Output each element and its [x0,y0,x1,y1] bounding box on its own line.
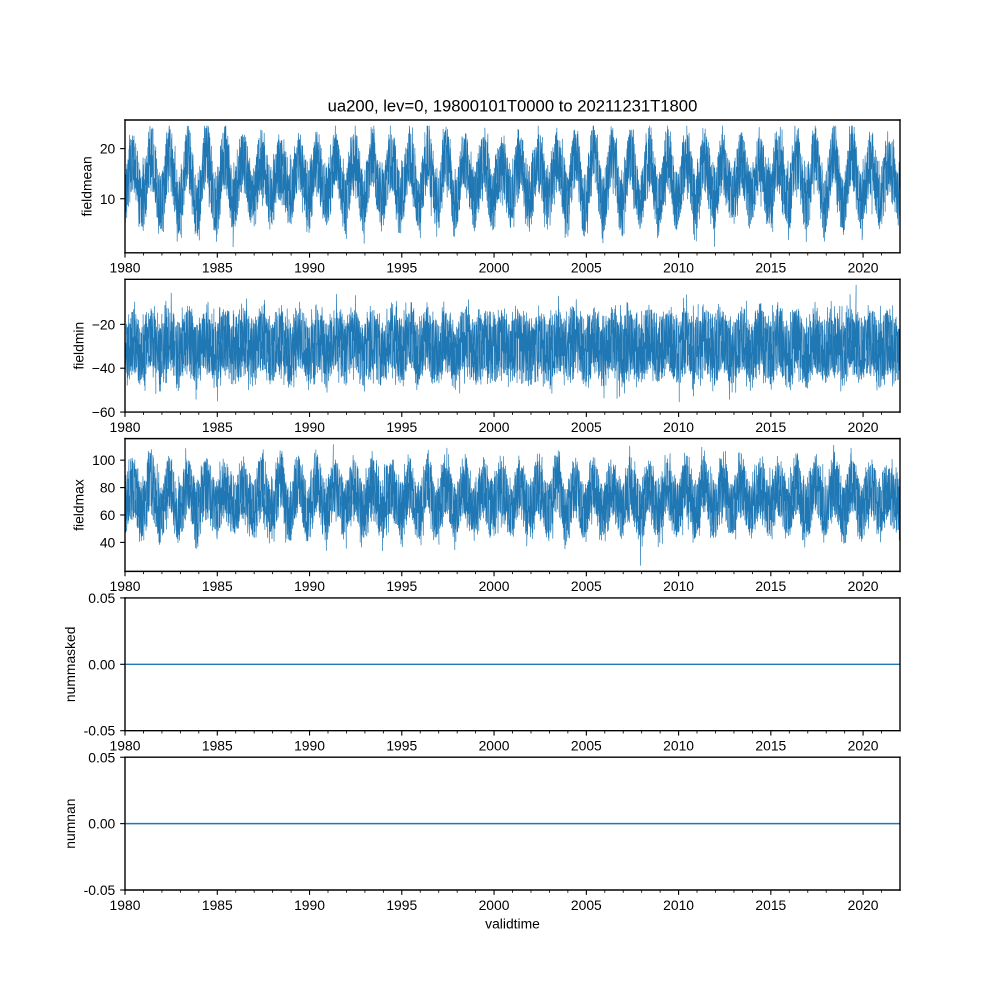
svg-text:20: 20 [100,141,116,157]
svg-text:fieldmax: fieldmax [71,479,87,531]
svg-text:2010: 2010 [663,578,694,594]
svg-text:1985: 1985 [202,419,233,435]
svg-text:40: 40 [100,534,116,550]
svg-text:100: 100 [92,452,115,468]
svg-text:−20: −20 [92,316,116,332]
svg-text:2005: 2005 [571,260,602,276]
svg-text:2020: 2020 [848,578,879,594]
svg-text:2000: 2000 [479,897,510,913]
svg-text:1990: 1990 [294,578,325,594]
svg-text:2020: 2020 [848,897,879,913]
svg-text:2005: 2005 [571,737,602,753]
svg-text:2015: 2015 [755,737,786,753]
svg-text:60: 60 [100,507,116,523]
svg-text:2005: 2005 [571,419,602,435]
svg-text:1990: 1990 [294,737,325,753]
svg-text:1995: 1995 [386,578,417,594]
svg-text:1995: 1995 [386,419,417,435]
svg-text:10: 10 [100,191,116,207]
svg-text:2010: 2010 [663,419,694,435]
svg-text:−60: −60 [92,404,116,420]
svg-text:0.00: 0.00 [88,656,115,672]
svg-text:2010: 2010 [663,737,694,753]
svg-text:0.05: 0.05 [88,590,115,606]
svg-text:1990: 1990 [294,897,325,913]
svg-text:1995: 1995 [386,260,417,276]
svg-text:1995: 1995 [386,737,417,753]
svg-text:2015: 2015 [755,578,786,594]
svg-text:1985: 1985 [202,578,233,594]
svg-text:fieldmean: fieldmean [78,156,94,216]
svg-text:2000: 2000 [479,419,510,435]
svg-text:2015: 2015 [755,897,786,913]
svg-text:2000: 2000 [479,260,510,276]
svg-text:1990: 1990 [294,419,325,435]
svg-text:0.05: 0.05 [88,749,115,765]
svg-text:1985: 1985 [202,897,233,913]
svg-text:2000: 2000 [479,578,510,594]
svg-text:numnan: numnan [62,799,78,849]
svg-text:validtime: validtime [485,915,540,931]
svg-text:1980: 1980 [110,419,141,435]
svg-text:nummasked: nummasked [62,627,78,703]
svg-text:1985: 1985 [202,737,233,753]
svg-text:2010: 2010 [663,897,694,913]
svg-text:2020: 2020 [848,419,879,435]
svg-text:2005: 2005 [571,897,602,913]
svg-text:fieldmin: fieldmin [70,322,86,370]
svg-text:1990: 1990 [294,260,325,276]
svg-text:-0.05: -0.05 [84,882,116,898]
svg-text:1980: 1980 [110,897,141,913]
svg-text:2000: 2000 [479,737,510,753]
svg-text:2015: 2015 [755,419,786,435]
svg-text:-0.05: -0.05 [84,723,116,739]
svg-text:1980: 1980 [110,260,141,276]
svg-text:1995: 1995 [386,897,417,913]
svg-text:1985: 1985 [202,260,233,276]
svg-text:2020: 2020 [848,260,879,276]
svg-text:2015: 2015 [755,260,786,276]
svg-text:ua200, lev=0, 19800101T0000 to: ua200, lev=0, 19800101T0000 to 20211231T… [328,97,698,116]
svg-text:80: 80 [100,480,116,496]
svg-text:−40: −40 [92,360,116,376]
svg-text:0.00: 0.00 [88,816,115,832]
svg-text:2020: 2020 [848,737,879,753]
svg-text:2010: 2010 [663,260,694,276]
svg-text:2005: 2005 [571,578,602,594]
